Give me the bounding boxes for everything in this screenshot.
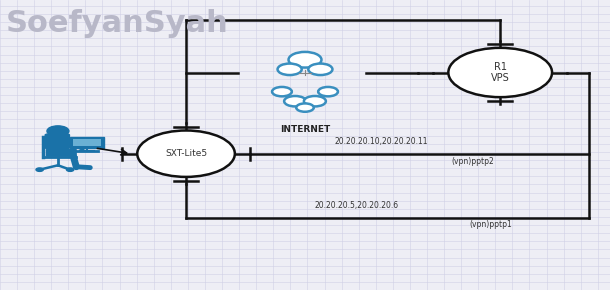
Circle shape xyxy=(137,130,235,177)
Circle shape xyxy=(308,64,332,75)
Text: R1
VPS: R1 VPS xyxy=(491,62,509,83)
FancyBboxPatch shape xyxy=(46,149,77,157)
Circle shape xyxy=(318,87,338,96)
Text: (vpn)pptp2: (vpn)pptp2 xyxy=(451,157,494,166)
Bar xyxy=(70,137,104,148)
Text: SoefyanSyah: SoefyanSyah xyxy=(6,9,229,38)
Text: 20.20.20.10,20.20.20.11: 20.20.20.10,20.20.20.11 xyxy=(334,137,428,146)
Circle shape xyxy=(284,96,306,106)
Circle shape xyxy=(272,87,292,96)
Text: (vpn)pptp1: (vpn)pptp1 xyxy=(470,220,512,229)
Circle shape xyxy=(304,96,326,106)
Circle shape xyxy=(448,48,552,97)
Circle shape xyxy=(66,168,74,171)
Bar xyxy=(73,139,101,146)
FancyBboxPatch shape xyxy=(45,133,70,149)
Circle shape xyxy=(36,168,43,171)
Circle shape xyxy=(289,52,321,68)
Text: 20.20.20.5,20.20.20.6: 20.20.20.5,20.20.20.6 xyxy=(315,201,399,210)
Text: SXT-Lite5: SXT-Lite5 xyxy=(165,149,207,158)
Circle shape xyxy=(278,64,302,75)
Circle shape xyxy=(47,126,69,136)
Circle shape xyxy=(296,104,314,112)
Text: INTERNET: INTERNET xyxy=(280,125,330,134)
